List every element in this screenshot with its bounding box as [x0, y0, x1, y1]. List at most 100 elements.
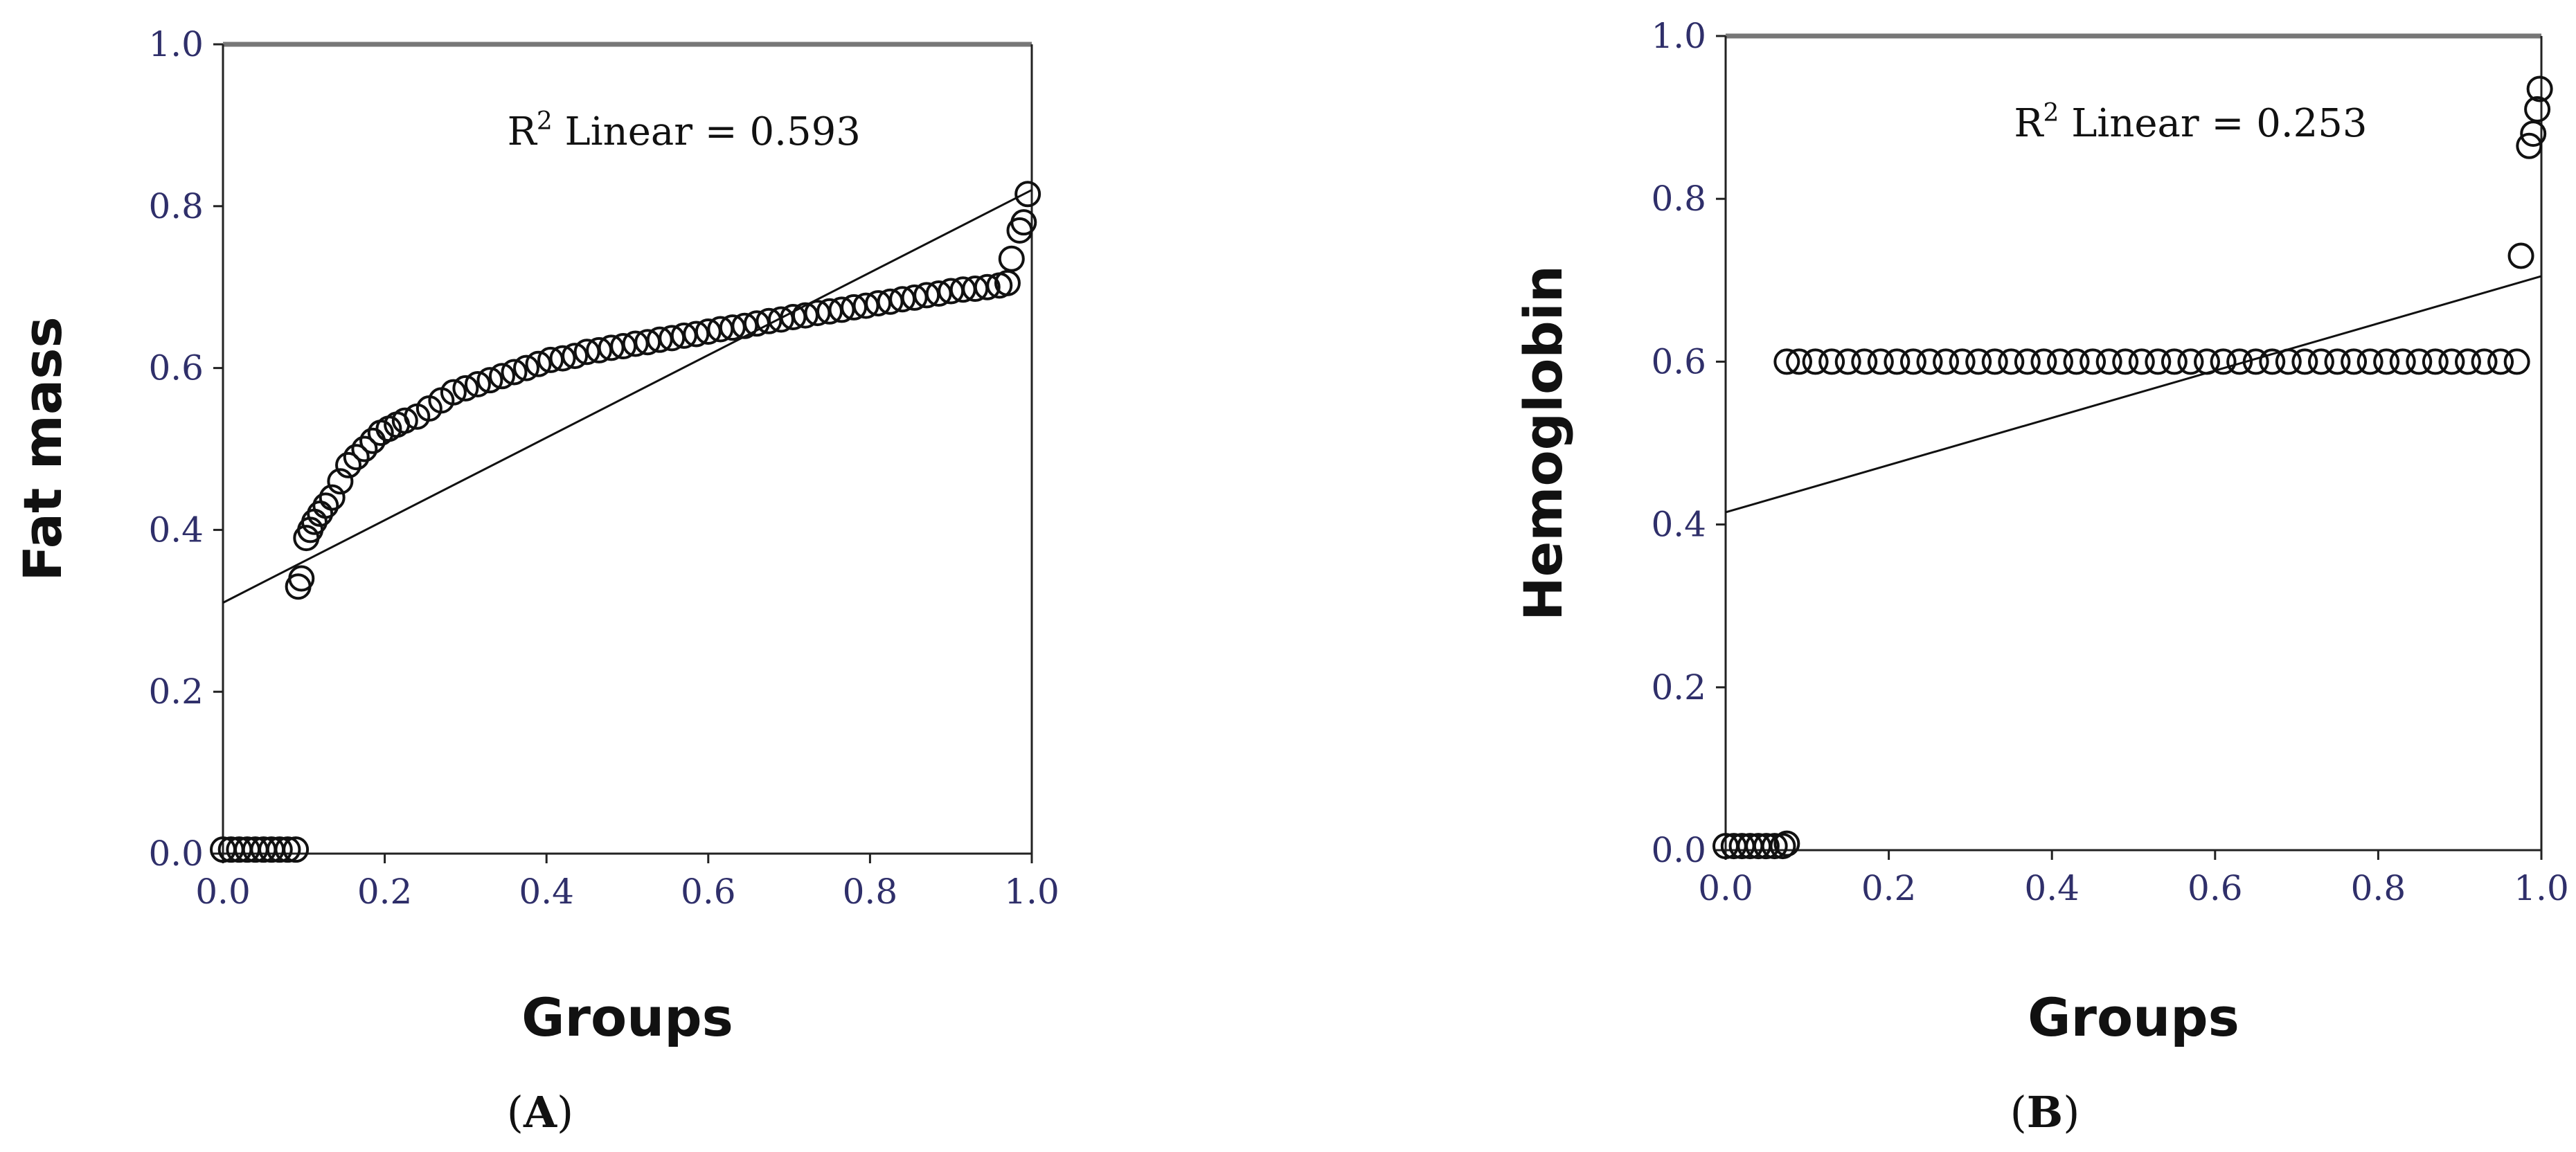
- data-point: [1933, 348, 1960, 375]
- data-point: [351, 435, 378, 462]
- data-point: [2389, 348, 2416, 375]
- data-point: [2520, 120, 2547, 147]
- data-point: [1761, 833, 1788, 860]
- data-point: [2210, 348, 2237, 375]
- data-point: [2324, 348, 2351, 375]
- x-tick-label: 0.4: [519, 872, 574, 912]
- y-axis-title: Fat mass: [12, 316, 73, 582]
- data-point: [2177, 348, 2204, 375]
- x-tick-label: 0.4: [2024, 868, 2079, 908]
- data-point: [1851, 348, 1878, 375]
- data-point: [1773, 830, 1800, 857]
- x-tick-label: 0.8: [2351, 868, 2406, 908]
- panel-label: (B): [2010, 1087, 2080, 1137]
- data-point: [2341, 348, 2368, 375]
- data-point: [2438, 348, 2465, 375]
- panel-b: 0.0 0.2 0.4 0.6 0.8 1.0 0.0 0.2 0.4 0.6 0.8 1.0 R2 L…: [1512, 16, 2569, 1137]
- r-squared-prefix: R: [508, 109, 538, 154]
- r-squared-annotation: R2 Linear = 0.253: [2014, 99, 2367, 146]
- y-tick-label: 1.0: [1651, 16, 1706, 56]
- r-squared-prefix: R: [2014, 101, 2044, 146]
- r-squared-superscript: 2: [537, 107, 553, 136]
- r-squared-value: Linear = 0.593: [553, 109, 861, 154]
- x-tick-label: 1.0: [2514, 868, 2569, 908]
- data-point: [683, 321, 710, 348]
- data-point: [974, 273, 1001, 300]
- data-point: [2526, 75, 2553, 102]
- data-point: [1786, 348, 1813, 375]
- panel-letter: A: [523, 1087, 557, 1137]
- x-tick-label: 1.0: [1004, 872, 1059, 912]
- data-point: [274, 836, 301, 863]
- data-point: [335, 451, 362, 478]
- x-tick-label: 0.0: [1698, 868, 1753, 908]
- data-point: [1916, 348, 1943, 375]
- y-tick-label: 0.0: [1651, 830, 1706, 870]
- data-point: [283, 836, 310, 863]
- data-point: [513, 354, 539, 381]
- y-tick-label: 0.8: [1651, 179, 1706, 219]
- data-point: [2307, 348, 2334, 375]
- data-point: [2030, 348, 2057, 375]
- data-point: [1773, 348, 1800, 375]
- panel-letter: B: [2027, 1087, 2063, 1137]
- data-point: [2063, 348, 2090, 375]
- data-point: [2128, 348, 2155, 375]
- data-point: [1834, 348, 1861, 375]
- data-point: [1014, 181, 1041, 208]
- data-point: [319, 484, 346, 511]
- y-tick-label: 0.2: [1651, 667, 1706, 708]
- data-point: [2422, 348, 2449, 375]
- data-point: [1867, 348, 1894, 375]
- data-point: [2471, 348, 2498, 375]
- data-point: [312, 492, 339, 519]
- data-point: [998, 245, 1025, 272]
- data-point: [1769, 833, 1796, 860]
- data-point: [327, 468, 354, 495]
- data-point: [2373, 348, 2400, 375]
- y-tick-label: 0.4: [1651, 505, 1706, 545]
- data-point: [501, 359, 528, 386]
- x-tick-label: 0.6: [681, 872, 736, 912]
- data-point: [391, 407, 418, 434]
- data-point: [2226, 348, 2253, 375]
- data-point: [1753, 833, 1780, 860]
- data-point: [2079, 348, 2107, 375]
- x-tick-label: 0.0: [195, 872, 251, 912]
- data-point: [1965, 348, 1992, 375]
- y-tick-label: 0.6: [148, 348, 204, 388]
- data-point: [2291, 348, 2318, 375]
- data-point: [464, 370, 491, 397]
- data-point: [266, 836, 293, 863]
- data-point: [1998, 348, 2025, 375]
- data-point: [2356, 348, 2383, 375]
- data-point: [549, 345, 576, 372]
- data-point: [2161, 348, 2188, 375]
- fit-line: [222, 189, 1032, 604]
- r-squared-annotation: R2 Linear = 0.593: [508, 107, 861, 154]
- data-point: [2503, 348, 2530, 375]
- y-tick-label: 0.0: [148, 834, 204, 874]
- data-point: [562, 343, 589, 370]
- data-point: [525, 350, 552, 377]
- data-point: [2145, 348, 2172, 375]
- data-point: [1802, 348, 1829, 375]
- y-tick-label: 0.8: [148, 186, 204, 226]
- data-point: [2524, 96, 2551, 123]
- data-point: [2406, 348, 2433, 375]
- y-tick-label: 0.4: [148, 510, 204, 550]
- data-point: [731, 312, 758, 339]
- data-point: [343, 444, 370, 471]
- fit-line: [1725, 275, 2542, 514]
- data-point: [1884, 348, 1911, 375]
- data-point: [2516, 132, 2543, 159]
- data-point: [488, 363, 515, 390]
- x-tick-label: 0.6: [2188, 868, 2243, 908]
- data-point: [2046, 348, 2073, 375]
- data-point: [440, 379, 467, 406]
- x-axis-title: Groups: [521, 987, 733, 1048]
- data-point: [2487, 348, 2514, 375]
- data-point: [2112, 348, 2139, 375]
- r-squared-superscript: 2: [2043, 99, 2059, 127]
